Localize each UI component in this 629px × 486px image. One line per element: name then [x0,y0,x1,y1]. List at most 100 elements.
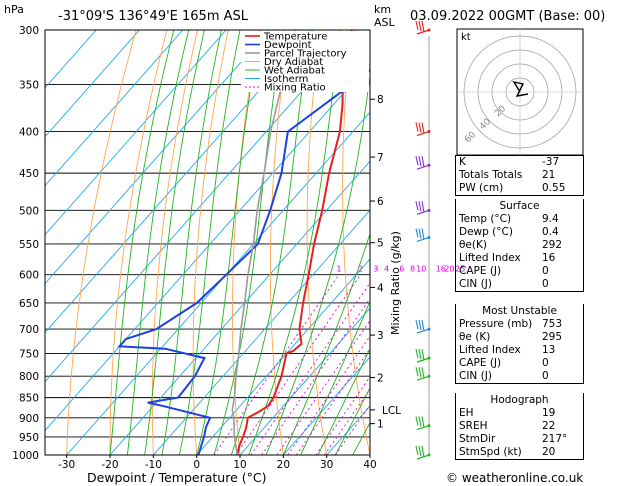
barb-staff [416,375,430,381]
wet-adiabat [300,300,370,455]
barb-staff [416,130,430,137]
index-row: StmSpd (kt) 20 [456,446,583,459]
plot-frame [44,29,371,456]
barb-flag [418,349,422,360]
mixing-ratio-line [235,274,361,455]
barb-flag [421,349,425,361]
barb-dot [427,374,431,378]
pressure-tick-label: 850 [19,393,39,405]
dry-adiabat [269,30,291,455]
isotherm [196,258,370,455]
temperature-tick-label: -20 [101,459,118,471]
pressure-tick-label: 550 [19,239,39,251]
wind-barb [415,349,431,363]
temperature-tick-label: 20 [277,459,290,471]
isotherm [45,30,314,334]
km-tick-label: 6 [377,196,384,208]
barb-flag [421,319,425,332]
isotherm [45,30,227,236]
index-value: 21 [542,169,556,181]
wet-adiabat [248,30,342,455]
wind-barb [415,156,431,170]
index-row: Lifted Index 16 [456,252,583,265]
wind-barbs [415,20,431,460]
km-tick-label: 5 [377,238,384,250]
indices-general-panel: K -37 Totals Totals 21 PW (cm) 0.55 [455,155,584,196]
isotherm [109,160,370,455]
index-value: 753 [542,318,563,330]
barb-staff [416,424,430,431]
barb-flag [415,201,419,211]
pressure-tick-label: 450 [19,168,39,180]
barb-flag [421,122,425,134]
index-row: K -37 [456,156,583,169]
barb-flag [418,228,422,239]
index-value: 16 [542,252,556,264]
index-row: CAPE (J) 0 [456,357,583,370]
pressure-tick-label: 350 [19,79,39,91]
mixing-ratio-label: 2 [358,265,363,274]
mixing-ratio-label: 8 [410,265,415,274]
barb-flag [418,122,422,133]
mixing-ratio-line [295,347,370,455]
wet-adiabat [265,73,370,455]
mixing-ratio-label: 16 [436,265,446,274]
legend-entry: Mixing Ratio [264,83,326,94]
legend-entry: Parcel Trajectory [264,49,347,60]
index-value: 19 [542,407,556,419]
barb-flag [418,367,422,378]
index-row: CIN (J) 0 [456,278,583,291]
mixing-ratio-label: 25 [455,265,465,274]
isotherm [45,30,140,138]
index-label: Lifted Index [459,344,521,356]
index-label: StmSpd (kt) [459,446,522,458]
pressure-tick-label: 1000 [12,450,39,462]
dry-adiabat [306,30,328,455]
pressure-tick-label: 800 [19,371,39,383]
index-label: SREH [459,420,488,432]
isotherm [239,307,370,455]
legend-entry: Dry Adiabat [264,57,323,68]
temperature-tick-label: -10 [145,459,162,471]
index-label: CAPE (J) [459,357,502,369]
index-value: 13 [542,344,556,356]
barb-flag [415,20,419,31]
km-tick-label: 2 [377,373,384,385]
pressure-tick-label: 950 [19,432,39,444]
barb-dot [427,28,431,32]
km-tick-label: 1 [377,419,384,431]
barb-flag [421,416,425,428]
barb-staff [416,328,430,334]
wet-adiabat [196,30,261,455]
barb-dot [427,235,431,239]
wet-adiabat [317,347,370,455]
legend-entry: Isotherm [264,74,308,85]
barb-flag [421,201,425,213]
mixing-ratio-line [324,388,370,455]
most-unstable-title: Most Unstable [482,305,557,317]
index-value: -37 [542,156,560,168]
index-value: 292 [542,239,563,251]
wind-barb [415,416,431,431]
index-value: 22 [542,420,556,432]
temperature-tick-label: 30 [320,459,333,471]
barb-staff [416,357,430,363]
wind-barb [415,122,431,137]
index-row: CAPE (J) 0 [456,265,583,278]
most-unstable-panel: Most Unstable Pressure (mb) 753 θe (K) 295 L… [455,304,584,384]
barb-flag [415,349,419,359]
index-row: EH 19 [456,407,583,420]
dry-adiabat [410,30,456,455]
mixing-ratio-line [334,404,370,455]
temperature-tick-label: 0 [193,459,200,471]
series-line [231,30,297,455]
lcl-label: LCL [382,405,401,417]
mixing-ratio-label: 6 [399,265,404,274]
barb-flag [421,156,425,168]
barb-dot [427,130,431,134]
index-value: 0 [542,265,549,277]
index-label: θe(K) [459,239,487,251]
dry-adiabat [232,30,260,455]
pressure-tick-label: 300 [19,25,39,37]
